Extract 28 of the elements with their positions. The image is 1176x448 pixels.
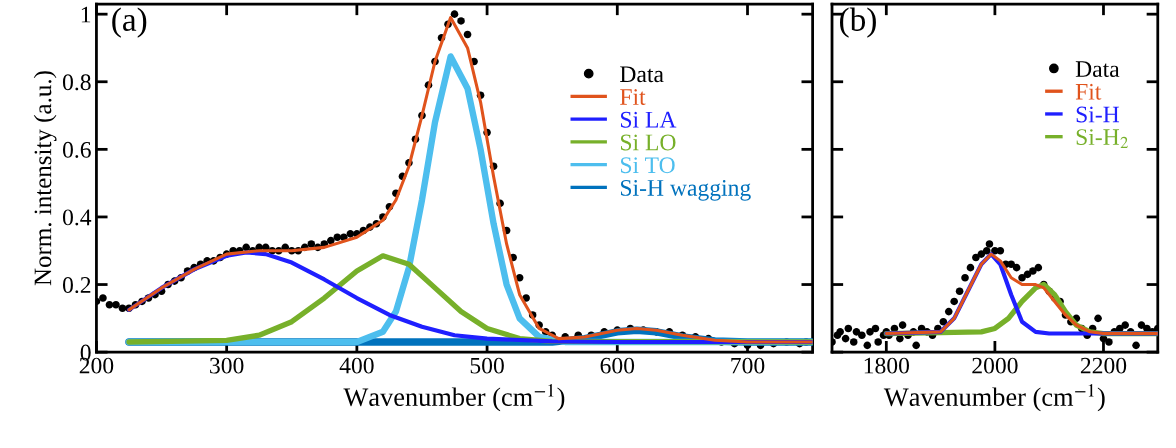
y-tick-label: 1 [81, 6, 91, 23]
x-tick-label: 2000 [972, 357, 1018, 374]
legend-label: Si LA [620, 111, 677, 128]
annotation: (b) [840, 7, 876, 38]
x-axis-title: Wavenumber (cm$^{−1}$) [343, 383, 565, 412]
x-tick-label: 300 [210, 357, 244, 374]
x-tick-label: 1800 [864, 357, 910, 374]
y-tick-label: 0.8 [62, 74, 91, 91]
x-tick-label: 600 [600, 357, 635, 374]
x-tick-label: 2200 [1080, 357, 1127, 374]
y-tick-label: 0.2 [62, 277, 91, 294]
legend-label: Si TO [620, 157, 675, 174]
y-tick-label: 0.6 [62, 141, 91, 158]
legend-label: Si-H [1076, 106, 1120, 123]
legend-label: Si-H wagging [620, 180, 751, 201]
legend-label: Fit [1075, 83, 1102, 100]
legend-label: Fit [620, 89, 646, 105]
x-tick-label: 500 [470, 357, 504, 374]
x-tick-label: 400 [339, 357, 374, 374]
legend-label: Data [620, 66, 664, 83]
legend-label: Data [1075, 61, 1120, 77]
x-axis-title: Wavenumber (cm$^{−1}$) [883, 383, 1105, 412]
y-tick-label: 0.4 [62, 209, 92, 226]
legend-label: Si-H$_{2}$ [1076, 129, 1128, 148]
annotation: (a) [112, 7, 147, 38]
legend-label: Si LO [620, 134, 676, 151]
y-axis-title: Norm. intensity (a.u.) [33, 71, 57, 286]
x-tick-label: 700 [731, 357, 765, 374]
